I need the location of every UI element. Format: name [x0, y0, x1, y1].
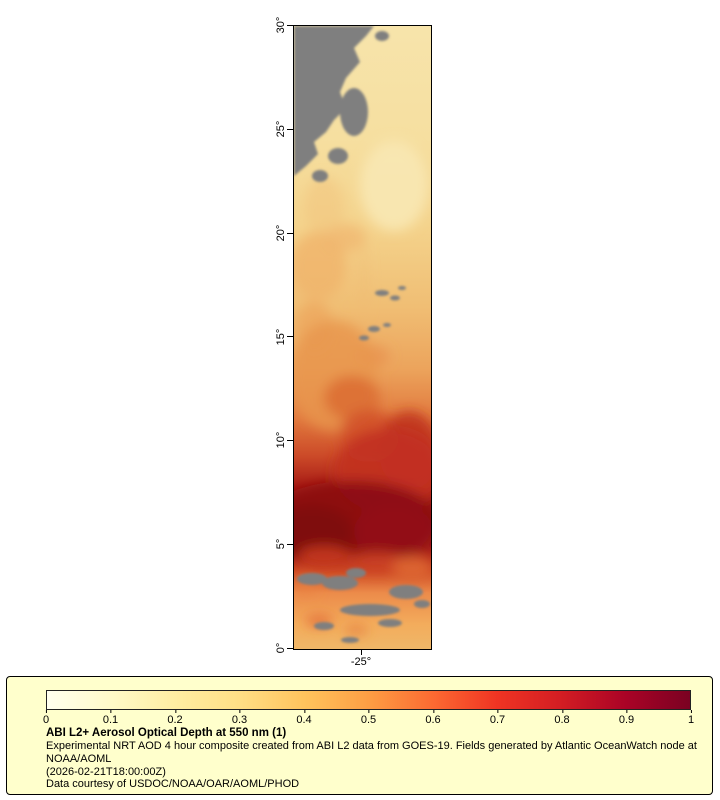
legend-courtesy: Data courtesy of USDOC/NOAA/OAR/AOML/PHO… — [46, 778, 300, 790]
y-tick-label-30: 30° — [275, 16, 287, 34]
colorbar-tick-label: 0.5 — [360, 710, 377, 726]
y-tick-label-25: 25° — [275, 120, 287, 138]
y-tick-mark — [287, 440, 293, 441]
legend-timestamp: (2026-02-21T18:00:00Z) — [46, 766, 166, 778]
colorbar-tick-label: 0.8 — [554, 710, 570, 726]
y-tick-mark — [287, 544, 293, 545]
y-tick-label-15: 15° — [275, 328, 287, 346]
colorbar-tick-label: 1 — [687, 710, 695, 726]
cloud-gaps-south — [297, 568, 430, 643]
island-specks — [359, 286, 406, 341]
legend-panel: 0 0.1 0.2 0.3 0.4 0.5 0.6 0.7 0.8 0.9 1 … — [6, 676, 713, 795]
y-tick-label-10: 10° — [275, 431, 287, 449]
x-tick-mark — [361, 649, 362, 655]
y-tick-label-5: 5° — [275, 538, 287, 550]
y-tick-mark — [287, 648, 293, 649]
dust-streak — [324, 376, 380, 420]
colorbar-tick-label: 0.2 — [167, 710, 183, 726]
colorbar-tick-label: 0.4 — [296, 710, 312, 726]
legend-title: ABI L2+ Aerosol Optical Depth at 550 nm … — [46, 727, 287, 739]
colorbar-tick-label: 0 — [42, 710, 50, 726]
no-data-regions — [294, 26, 430, 643]
y-tick-mark — [287, 25, 293, 26]
colorbar — [46, 690, 691, 710]
colorbar-tick-label: 0.3 — [231, 710, 248, 726]
legend-description: Experimental NRT AOD 4 hour composite cr… — [46, 740, 697, 765]
aod-field-highlights — [294, 141, 431, 635]
y-tick-label-20: 20° — [275, 224, 287, 242]
y-tick-mark — [287, 129, 293, 130]
y-tick-label-0: 0° — [275, 642, 287, 654]
colorbar-tick-label: 0.6 — [425, 710, 441, 726]
y-tick-mark — [287, 233, 293, 234]
x-tick-label: -25° — [350, 656, 372, 668]
y-tick-mark — [287, 336, 293, 337]
no-data-region-northwest — [294, 26, 374, 176]
map-plot — [293, 25, 432, 650]
colorbar-tick-labels: 0 0.1 0.2 0.3 0.4 0.5 0.6 0.7 0.8 0.9 1 — [42, 710, 695, 727]
aod-map-svg — [294, 26, 431, 649]
colorbar-tick-label: 0.1 — [102, 710, 119, 726]
colorbar-tick-label: 0.9 — [618, 710, 635, 726]
colorbar-tick-label: 0.7 — [489, 710, 506, 726]
